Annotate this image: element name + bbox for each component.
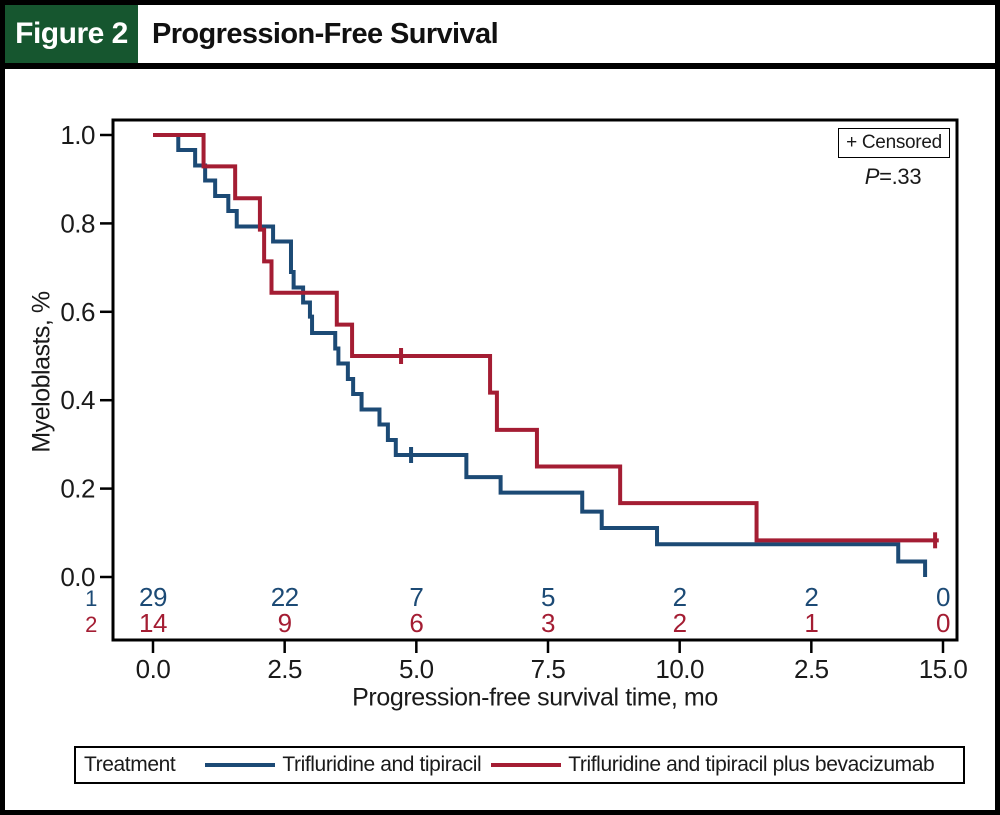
at-risk-row-label: 2 xyxy=(85,612,97,637)
y-tick-label: 1.0 xyxy=(60,120,95,150)
legend-title: Treatment xyxy=(84,753,176,776)
survival-curve-1 xyxy=(153,133,928,577)
censored-legend-box: + Censored xyxy=(838,128,950,158)
at-risk-count: 22 xyxy=(271,582,299,612)
x-tick-label: 5.0 xyxy=(399,654,434,684)
x-axis-title: Progression-free survival time, mo xyxy=(352,683,718,712)
y-tick-label: 0.2 xyxy=(60,474,95,504)
figure-number-badge: Figure 2 xyxy=(5,5,138,63)
at-risk-count: 29 xyxy=(139,582,167,612)
x-tick-label: 2.5 xyxy=(267,654,302,684)
at-risk-row-label: 1 xyxy=(85,586,97,611)
at-risk-count: 3 xyxy=(541,608,555,638)
survival-curve-2 xyxy=(153,133,939,543)
x-tick-label: 15.0 xyxy=(919,654,968,684)
at-risk-count: 14 xyxy=(139,608,167,638)
header-divider-bar xyxy=(0,63,1000,69)
at-risk-count: 2 xyxy=(804,582,818,612)
y-tick-label: 0.0 xyxy=(60,562,95,592)
series1-line-swatch xyxy=(205,763,276,767)
censored-label: + Censored xyxy=(846,132,942,153)
figure-title: Progression-Free Survival xyxy=(152,17,499,50)
x-tick-label: 2.5 xyxy=(794,654,829,684)
at-risk-count: 6 xyxy=(409,608,423,638)
figure-number-label: Figure 2 xyxy=(15,17,128,50)
at-risk-count: 1 xyxy=(804,608,818,638)
y-tick-label: 0.4 xyxy=(60,385,95,415)
series1-legend-label: Trifluridine and tipiracil xyxy=(282,753,482,776)
at-risk-count: 5 xyxy=(541,582,555,612)
x-tick-label: 10.0 xyxy=(655,654,704,684)
y-tick-label: 0.6 xyxy=(60,297,95,327)
at-risk-count: 0 xyxy=(936,582,950,612)
at-risk-count: 2 xyxy=(673,608,687,638)
y-axis-title: Myeloblasts, % xyxy=(27,291,56,453)
x-tick-label: 7.5 xyxy=(531,654,566,684)
plot-frame xyxy=(111,118,959,642)
series2-line-swatch xyxy=(491,763,562,767)
at-risk-count: 7 xyxy=(409,582,423,612)
y-tick-label: 0.8 xyxy=(60,208,95,238)
at-risk-count: 9 xyxy=(278,608,292,638)
at-risk-count: 0 xyxy=(936,608,950,638)
treatment-legend: Treatment Trifluridine and tipiracil Tri… xyxy=(74,746,965,784)
x-tick-label: 0.0 xyxy=(136,654,171,684)
p-value: P=.33 xyxy=(865,164,922,190)
at-risk-count: 2 xyxy=(673,582,687,612)
series2-legend-label: Trifluridine and tipiracil plus bevacizu… xyxy=(568,753,935,776)
p-symbol: P xyxy=(864,164,880,189)
p-number: =.33 xyxy=(879,164,922,189)
